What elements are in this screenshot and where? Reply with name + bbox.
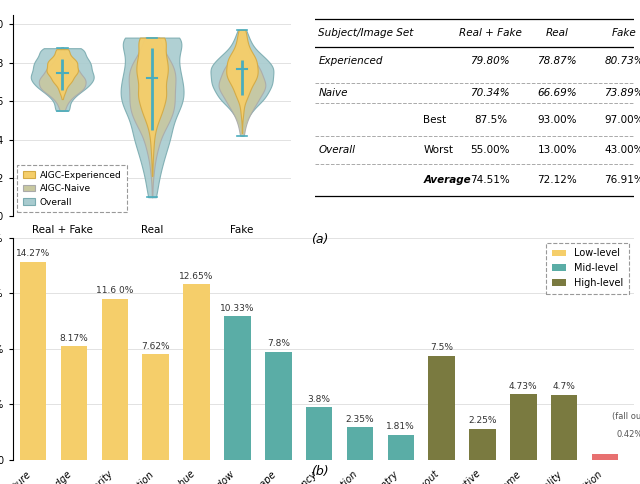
Text: 3.8%: 3.8%	[308, 394, 331, 404]
Text: 78.87%: 78.87%	[538, 56, 577, 66]
Text: 4.7%: 4.7%	[553, 382, 575, 391]
Text: 13.00%: 13.00%	[538, 145, 577, 155]
Text: 72.12%: 72.12%	[538, 175, 577, 185]
Legend: AIGC-Experienced, AIGC-Naive, Overall: AIGC-Experienced, AIGC-Naive, Overall	[17, 165, 127, 212]
Text: Real: Real	[546, 28, 568, 38]
Bar	[143, 354, 169, 460]
Bar	[224, 317, 251, 460]
Text: (fall out): (fall out)	[612, 412, 640, 421]
Bar	[306, 407, 332, 460]
Text: Subject/Image Set: Subject/Image Set	[319, 28, 414, 38]
Text: 7.62%: 7.62%	[141, 342, 170, 350]
Bar	[388, 435, 414, 460]
Text: 97.00%: 97.00%	[604, 115, 640, 124]
Text: 80.73%: 80.73%	[604, 56, 640, 66]
Text: 2.35%: 2.35%	[346, 415, 374, 424]
Text: (b): (b)	[311, 465, 329, 478]
Text: 87.5%: 87.5%	[474, 115, 507, 124]
Text: Fake: Fake	[612, 28, 636, 38]
Text: 55.00%: 55.00%	[470, 145, 510, 155]
Text: 74.51%: 74.51%	[470, 175, 510, 185]
Text: 76.91%: 76.91%	[604, 175, 640, 185]
Bar	[183, 284, 210, 460]
Text: 73.89%: 73.89%	[604, 88, 640, 98]
Text: 66.69%: 66.69%	[538, 88, 577, 98]
Bar	[510, 394, 536, 460]
Bar	[469, 428, 496, 460]
Text: 43.00%: 43.00%	[604, 145, 640, 155]
Text: Best: Best	[424, 115, 447, 124]
Text: 7.8%: 7.8%	[267, 339, 290, 348]
Bar	[102, 299, 128, 460]
Text: 8.17%: 8.17%	[60, 334, 88, 343]
Text: Real + Fake: Real + Fake	[459, 28, 522, 38]
Bar	[551, 394, 577, 460]
Text: Overall: Overall	[319, 145, 355, 155]
Text: 12.65%: 12.65%	[179, 272, 214, 281]
Text: 7.5%: 7.5%	[430, 343, 453, 352]
Text: 70.34%: 70.34%	[470, 88, 510, 98]
Bar	[592, 454, 618, 460]
Text: 79.80%: 79.80%	[470, 56, 510, 66]
Legend: Low-level, Mid-level, High-level: Low-level, Mid-level, High-level	[547, 242, 628, 294]
Bar	[265, 351, 292, 460]
Text: 2.25%: 2.25%	[468, 416, 497, 425]
Bar	[20, 262, 47, 460]
Bar	[61, 347, 87, 460]
Text: Experienced: Experienced	[319, 56, 383, 66]
Text: 14.27%: 14.27%	[16, 249, 51, 258]
Text: (a): (a)	[311, 233, 329, 246]
Text: 93.00%: 93.00%	[538, 115, 577, 124]
Text: Worst: Worst	[424, 145, 454, 155]
Text: 10.33%: 10.33%	[220, 304, 255, 313]
Text: Average: Average	[424, 175, 471, 185]
Bar	[347, 427, 373, 460]
Text: 4.73%: 4.73%	[509, 382, 538, 391]
Bar	[428, 356, 455, 460]
Text: Naive: Naive	[319, 88, 348, 98]
Text: 1.81%: 1.81%	[387, 422, 415, 431]
Text: 11.6 0%: 11.6 0%	[96, 286, 134, 295]
Text: 0.42%: 0.42%	[616, 430, 640, 439]
